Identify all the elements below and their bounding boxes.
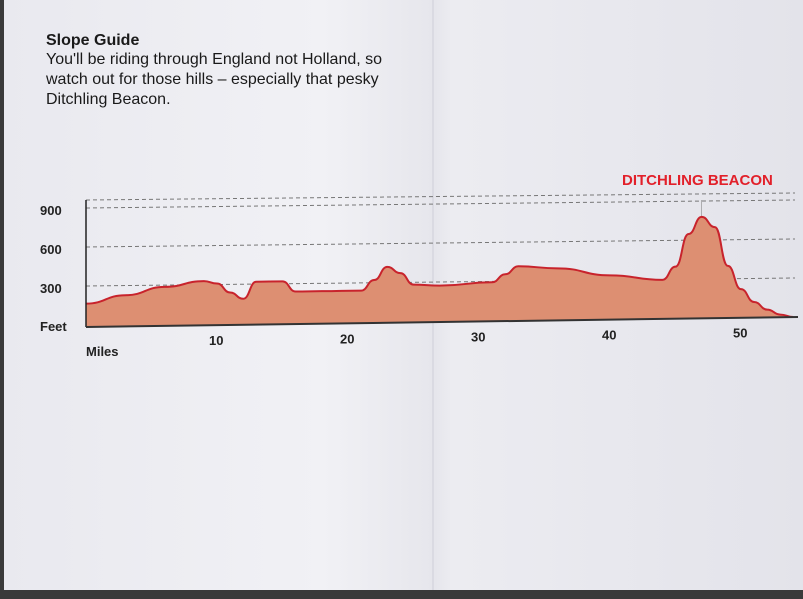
chart-heading: Slope Guide: [46, 32, 140, 49]
ditchling-beacon-label: DITCHLING BEACON: [622, 172, 773, 189]
y-tick-600: 600: [40, 242, 62, 257]
x-tick-50: 50: [733, 326, 747, 341]
y-axis-label: Feet: [40, 319, 67, 334]
x-tick-30: 30: [471, 329, 485, 344]
x-axis: [85, 316, 799, 328]
gridline-900: [85, 199, 796, 209]
y-tick-900: 900: [40, 203, 62, 218]
gridline-600: [85, 238, 796, 248]
chart-description: You'll be riding through England not Hol…: [46, 51, 383, 108]
x-tick-10: 10: [209, 333, 223, 348]
elevation-line: [85, 215, 794, 318]
x-tick-40: 40: [602, 328, 616, 343]
y-tick-300: 300: [40, 281, 62, 296]
elevation-area: [86, 216, 794, 327]
x-axis-label: Miles: [86, 344, 119, 359]
gridline-top: [85, 192, 796, 201]
x-tick-20: 20: [340, 331, 354, 346]
